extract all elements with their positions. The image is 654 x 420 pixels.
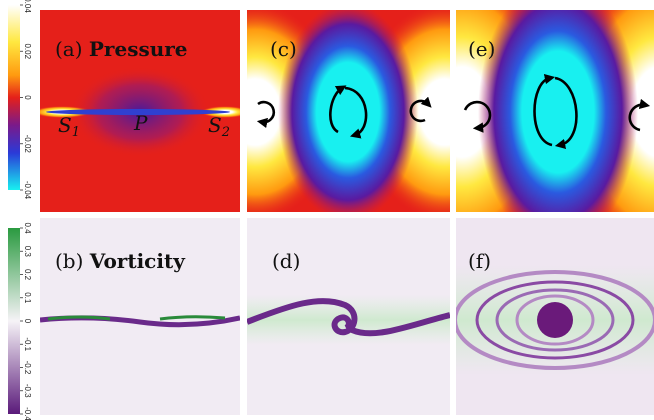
colorbar-tick-label: 0.04 (23, 0, 32, 13)
panel-label: (e) (468, 37, 495, 61)
panel-label: (f) (468, 249, 491, 273)
panel-label: (b) Vorticity (55, 249, 186, 273)
pressure-colorbar (8, 5, 20, 190)
panel-f (455, 218, 654, 415)
colorbar-tick-label: -0.4 (23, 407, 32, 420)
colorbar-tick-label: -0.2 (23, 361, 32, 375)
colorbar-tick-label: 0.3 (23, 246, 32, 258)
vorticity-colorbar (8, 228, 20, 414)
colorbar-tick-label: -0.3 (23, 384, 32, 398)
colorbar-tick-label: 0.02 (23, 43, 32, 59)
panel-label: (c) (270, 37, 297, 61)
colorbar-tick-label: -0.1 (23, 337, 32, 351)
colorbar-tick-label: -0.02 (23, 135, 32, 154)
annotation: P (133, 111, 148, 135)
figure: (a) Pressure (b) Vorticity (c) (d) (e) (… (0, 0, 654, 420)
panel-b (40, 218, 240, 415)
panel-d (247, 218, 450, 415)
panel-label: (a) Pressure (55, 37, 188, 61)
colorbar-tick-label: 0.4 (23, 222, 32, 234)
colorbar-tick-label: 0.2 (23, 269, 32, 281)
panel-label: (d) (272, 249, 300, 273)
colorbar-tick-label: -0.04 (23, 181, 32, 200)
colorbar-tick-label: 0 (23, 319, 32, 324)
colorbar-tick-label: 0 (23, 95, 32, 100)
colorbar-tick-label: 0.1 (23, 292, 32, 304)
